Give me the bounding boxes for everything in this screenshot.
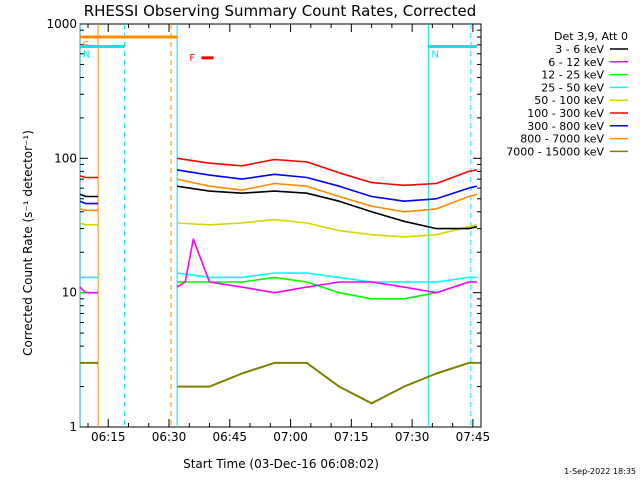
series-line: [79, 178, 478, 213]
legend-label: 3 - 6 keV: [555, 43, 604, 56]
series-line: [79, 185, 478, 230]
x-tick-label: 07:30: [395, 430, 430, 444]
legend-label: 300 - 800 keV: [527, 120, 604, 133]
annotation-label: N: [83, 49, 90, 60]
plot-area: 06:15 06:30 06:45 07:00 07:15 07:30 07:45 1 10 10…: [46, 17, 490, 444]
y-tick-label: 1000: [46, 17, 77, 31]
y-tick-label: 10: [62, 286, 77, 300]
chart-title: RHESSI Observing Summary Count Rates, Co…: [84, 2, 477, 20]
y-tick-label: 100: [54, 151, 77, 165]
series-line: [79, 169, 478, 205]
legend-label: 50 - 100 keV: [534, 94, 604, 107]
x-tick-label: 06:15: [91, 430, 126, 444]
series-line: [79, 238, 477, 294]
series-line: [79, 157, 478, 187]
series-line: [79, 218, 478, 238]
x-tick-label: 07:00: [273, 430, 308, 444]
x-tick-label: 06:30: [152, 430, 187, 444]
series-line: [79, 361, 477, 405]
footer-timestamp: 1-Sep-2022 18:35: [564, 467, 636, 476]
legend-label: 12 - 25 keV: [541, 69, 604, 82]
legend-label: 25 - 50 keV: [541, 81, 604, 94]
legend-label: 800 - 7000 keV: [520, 133, 604, 146]
legend-label: 6 - 12 keV: [548, 56, 604, 69]
y-axis-label: Corrected Count Rate (s⁻¹ detector⁻¹): [21, 130, 35, 356]
legend-header: Det 3,9, Att 0: [554, 30, 628, 43]
series-line: [79, 272, 477, 283]
series-line: [79, 276, 477, 300]
annotation-label: F: [189, 53, 195, 64]
annotation-label: N: [431, 49, 438, 60]
x-tick-label: 07:45: [456, 430, 491, 444]
legend-label: 7000 - 15000 keV: [506, 145, 604, 158]
x-axis-label: Start Time (03-Dec-16 06:08:02): [183, 457, 379, 471]
x-tick-label: 06:45: [212, 430, 247, 444]
y-tick-label: 1: [69, 420, 77, 434]
legend-label: 100 - 300 keV: [527, 107, 604, 120]
x-tick-label: 07:15: [334, 430, 369, 444]
